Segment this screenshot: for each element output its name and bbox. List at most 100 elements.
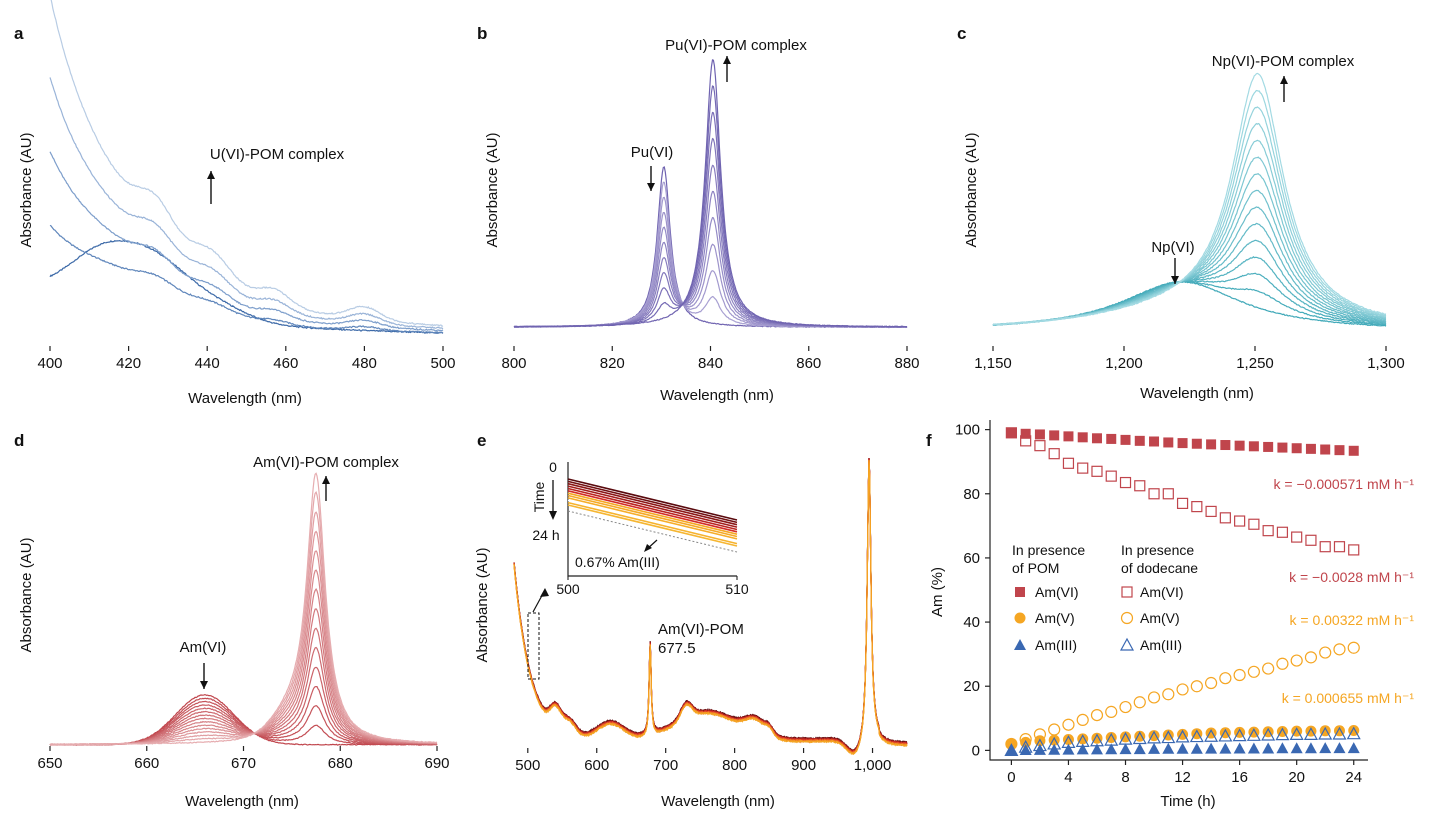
panel-f-point-s6-10: [1147, 730, 1162, 744]
panel-e-xlabel: Wavelength (nm): [661, 793, 775, 810]
inset-amiii-line: [567, 510, 738, 553]
panel-c-xtick-label: 1,200: [1105, 355, 1143, 372]
inset-series-4: [567, 485, 738, 528]
legend-pom-amv: Am(V): [1035, 610, 1075, 626]
panel-f-point-s6-23: [1332, 726, 1347, 740]
panel-f-point-s4-19: [1276, 657, 1289, 670]
panel-f-ytick-label: 20: [963, 678, 980, 695]
inset-series-3: [567, 482, 738, 526]
panel-f-point-s1-21: [1305, 443, 1316, 454]
panel-f-point-s1-15: [1220, 440, 1231, 451]
panel-f-ytick-label: 60: [963, 550, 980, 567]
panel-f-point-s1-23: [1334, 445, 1345, 456]
panel-f-point-s1-3: [1049, 430, 1060, 441]
panel-f-point-s6-14: [1204, 729, 1219, 742]
panel-d-xtick-label: 660: [134, 755, 159, 772]
panel-f-point-s5-6: [1090, 743, 1103, 755]
panel-a-xtick-label: 440: [195, 355, 220, 372]
panel-f-point-s1-17: [1248, 441, 1259, 452]
panel-e-series-12: [513, 460, 908, 756]
legend-head-dod-2: of dodecane: [1121, 560, 1198, 576]
panel-f-point-s2-5: [1077, 462, 1089, 474]
panel-b-xtick-label: 860: [796, 355, 821, 372]
legend-symbol-pom-amiii: [1014, 639, 1026, 650]
inset-time-arrow-head: [549, 511, 557, 520]
panel-f-xtick-label: 16: [1231, 769, 1248, 786]
panel-f-point-s5-21: [1304, 742, 1317, 754]
legend-symbol-pom-amv: [1014, 612, 1026, 624]
inset-series-2: [567, 480, 738, 524]
panel-d-series-14: [49, 490, 438, 746]
panel-f-point-s1-18: [1263, 441, 1274, 452]
panel-f-point-s6-0: [1004, 743, 1019, 756]
panel-a-series-3: [49, 151, 444, 332]
panel-f-point-s3-10: [1148, 730, 1160, 742]
inset-t1: 24 h: [532, 527, 559, 543]
panel-f-point-s2-21: [1305, 534, 1317, 546]
panel-f-point-s1-6: [1091, 433, 1102, 444]
panel-a-series-5: [50, 0, 444, 328]
panel-f-point-s1-1: [1020, 428, 1031, 439]
panel-f-point-s6-13: [1189, 729, 1204, 743]
inset-series-12: [567, 504, 738, 547]
panel-f-point-s6-21: [1303, 727, 1318, 740]
panel-f-point-s6-12: [1175, 729, 1190, 743]
panel-f-point-s6-24: [1346, 726, 1361, 740]
legend-head-dod-1: In presence: [1121, 542, 1194, 558]
panel-f-point-s4-16: [1233, 668, 1246, 682]
panel-a-xtick-label: 420: [116, 355, 141, 372]
panel-f-point-s1-9: [1134, 435, 1145, 446]
panel-d-annotation-amvi: Am(VI): [180, 639, 227, 656]
panel-f-point-s6-16: [1232, 728, 1247, 742]
panel-c-xtick-label: 1,150: [974, 355, 1012, 372]
panel-f-point-s1-0: [1006, 427, 1017, 438]
inset-xtick-label: 500: [556, 581, 580, 597]
panel-d-xlabel: Wavelength (nm): [185, 793, 299, 810]
panel-a-arrow-head: [207, 171, 215, 179]
legend-dod-amiii: Am(III): [1140, 637, 1182, 653]
panel-f-point-s1-22: [1320, 444, 1331, 455]
legend-symbol-dod-amiii: [1119, 637, 1135, 651]
inset-series-1: [567, 478, 738, 521]
panel-a-ylabel: Absorbance (AU): [18, 132, 35, 247]
panel-f-point-s4-6: [1090, 708, 1104, 722]
panel-b-series-9: [513, 111, 907, 328]
panel-e-series-6: [513, 458, 908, 754]
panel-d-xtick-label: 670: [231, 755, 256, 772]
panel-f-point-s4-7: [1105, 705, 1118, 718]
inset-series-8: [567, 494, 738, 538]
inset-time-label: Time: [531, 481, 547, 512]
panel-a-xtick-label: 500: [430, 355, 455, 372]
panel-c-series-15: [992, 72, 1387, 326]
panel-c-xtick-label: 1,250: [1236, 355, 1274, 372]
panel-c-annotation-npvi: Np(VI): [1151, 239, 1194, 256]
panel-f-point-s5-24: [1347, 742, 1360, 754]
panel-f-point-s4-22: [1319, 646, 1332, 659]
panel-f-xtick-label: 0: [1007, 769, 1015, 786]
rate-label-4: k = 0.000655 mM h⁻¹: [1282, 690, 1415, 706]
panel-b-series-3: [514, 196, 908, 329]
inset-annotation: 0.67% Am(III): [575, 554, 660, 570]
panel-e-annotation-peak: 677.5: [658, 640, 696, 657]
panel-f-point-s2-1: [1020, 435, 1032, 447]
rate-label-3: k = 0.00322 mM h⁻¹: [1289, 612, 1414, 628]
panel-f-point-s2-16: [1234, 515, 1246, 527]
panel-label-f: f: [926, 431, 932, 450]
panel-f-point-s2-2: [1034, 440, 1046, 452]
panel-c-series-4: [992, 255, 1387, 326]
panel-f-point-s2-10: [1148, 488, 1160, 500]
panel-f-point-s6-2: [1032, 738, 1047, 752]
panel-f-point-s1-10: [1149, 436, 1160, 447]
panel-f-point-s5-19: [1276, 742, 1289, 754]
panel-f-point-s4-17: [1247, 665, 1260, 678]
panel-f-point-s6-11: [1161, 730, 1176, 744]
panel-label-d: d: [14, 431, 24, 450]
panel-f-point-s1-24: [1348, 445, 1359, 456]
panel-f-point-s5-10: [1148, 742, 1161, 754]
panel-f-point-s5-16: [1233, 742, 1246, 754]
panel-c-xtick-label: 1,300: [1367, 355, 1405, 372]
panel-f-point-s4-3: [1048, 723, 1061, 736]
panel-d-ylabel: Absorbance (AU): [18, 537, 35, 652]
panel-f-ytick-label: 0: [972, 742, 980, 759]
panel-f-point-s2-17: [1248, 518, 1260, 530]
